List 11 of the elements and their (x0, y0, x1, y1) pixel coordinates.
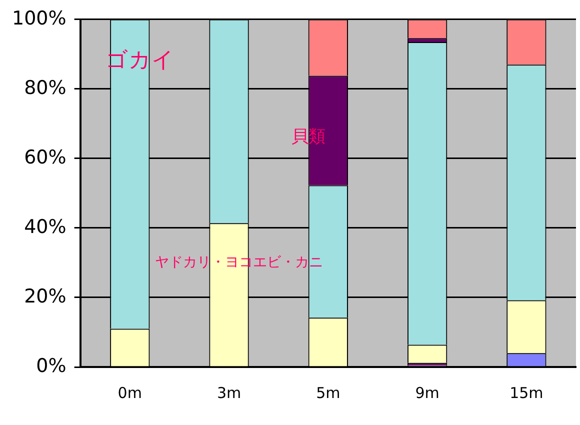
x-tick-label: 9m (415, 384, 440, 402)
y-tick-label: 80% (24, 76, 66, 99)
y-tick-label: 60% (24, 146, 66, 168)
y-tick-label: 0% (36, 354, 66, 377)
y-tick-label: 40% (24, 216, 66, 238)
x-tick-label: 15m (510, 384, 544, 402)
y-tick-label: 20% (24, 285, 66, 308)
y-tick-label: 100% (12, 7, 66, 30)
x-tick-label: 0m (118, 384, 142, 402)
x-tick-label: 5m (316, 384, 340, 402)
x-tick-label: 3m (216, 384, 242, 402)
